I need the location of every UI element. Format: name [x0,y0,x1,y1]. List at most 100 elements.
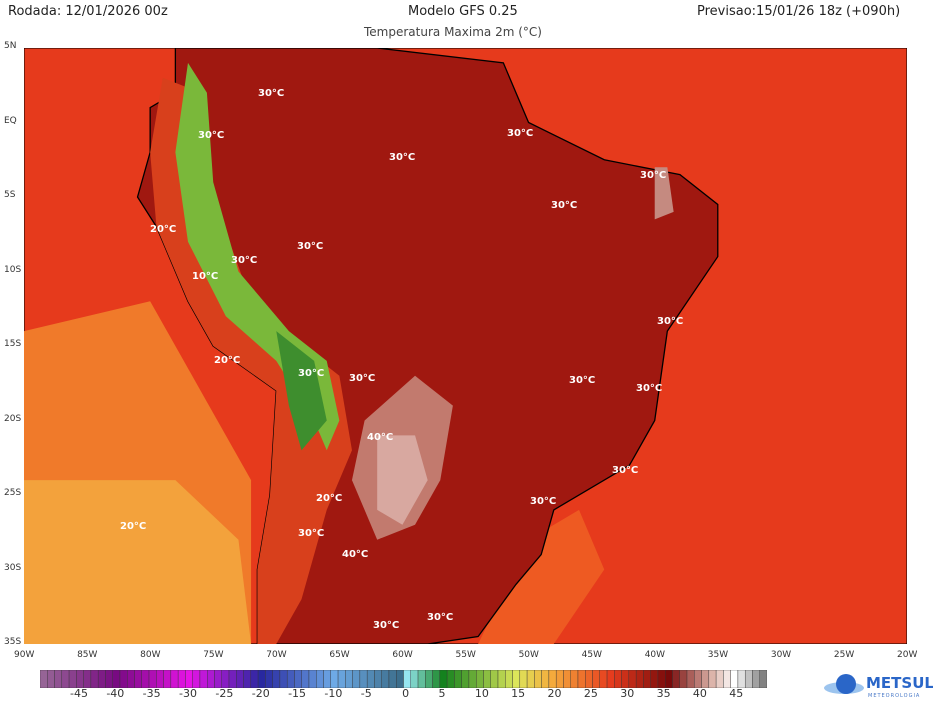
colorbar-cell [388,670,397,688]
contour-label: 20°C [150,224,177,235]
logo-name: METSUL [866,674,933,692]
contour-label: 30°C [657,316,684,327]
lat-tick: 20S [4,413,22,424]
colorbar-cell [330,670,339,688]
colorbar-label: 35 [656,687,671,700]
lat-tick: 30S [4,562,22,573]
colorbar-cell [563,670,571,688]
colorbar-cell [599,670,608,688]
colorbar-cell [192,670,201,688]
colorbar [40,670,767,688]
colorbar-cell [316,670,324,688]
contour-label: 30°C [373,620,400,631]
lon-tick: 25W [833,650,855,660]
contour-label: 30°C [640,170,667,181]
colorbar-cell [323,670,331,688]
colorbar-cell [294,670,302,688]
colorbar-cell [577,670,586,688]
colorbar-cell [425,670,433,688]
forecast-time: Previsao:15/01/26 18z (+090h) [697,4,901,19]
colorbar-cell [243,670,252,688]
colorbar-label: 40 [692,687,707,700]
colorbar-cell [47,670,55,688]
map-subtitle: Temperatura Maxima 2m (°C) [364,25,542,39]
colorbar-cell [308,670,317,688]
colorbar-cell [257,670,266,688]
atlantic-south-area [478,509,605,644]
colorbar-cell [592,670,600,688]
colorbar-cell [512,670,521,688]
lon-tick: 55W [455,650,476,660]
colorbar-cell [737,670,746,688]
colorbar-cell [221,670,230,688]
colorbar-cell [490,670,499,688]
lon-tick: 35W [707,650,729,660]
contour-label: 30°C [551,200,578,211]
colorbar-cell [410,670,419,688]
colorbar-cell [199,670,208,688]
colorbar-cell [112,670,121,688]
run-time: Rodada: 12/01/2026 00z [8,4,168,19]
colorbar-cell [614,670,622,688]
lat-tick: 10S [4,264,22,275]
contour-label: 40°C [367,432,394,443]
colorbar-cell [236,670,244,688]
colorbar-cell [643,670,651,688]
contour-label: 40°C [342,549,369,560]
colorbar-label: -5 [360,687,372,700]
colorbar-cell [207,670,215,688]
lon-tick: 85W [77,650,98,660]
colorbar-cell [374,670,382,688]
altiplano [276,331,327,451]
colorbar-label: 30 [620,687,635,700]
contour-label: 30°C [569,375,596,386]
colorbar-cell [650,670,659,688]
lat-tick: 5S [4,190,16,200]
contour-label: 30°C [612,465,639,476]
colorbar-cell [497,670,506,688]
colorbar-cell [177,670,186,688]
colorbar-cell [454,670,462,688]
lon-tick: 75W [203,650,224,660]
lon-tick: 40W [644,650,666,660]
colorbar-label: 5 [438,687,446,700]
colorbar-cell [279,670,288,688]
colorbar-cell [701,670,710,688]
colorbar-label: 45 [729,687,744,700]
lat-tick: 15S [4,339,22,349]
colorbar-cell [548,670,557,688]
colorbar-cell [134,670,142,688]
colorbar-cell [439,670,448,688]
contour-label: 30°C [297,241,324,252]
lon-tick: 20W [897,650,918,660]
colorbar-label: 10 [474,687,489,700]
contour-label: 30°C [530,496,557,507]
colorbar-cell [366,670,375,688]
colorbar-cell [483,670,491,688]
colorbar-cell [272,670,281,688]
contour-label: 30°C [507,128,534,139]
colorbar-cell [90,670,99,688]
colorbar-cell [570,670,579,688]
lat-tick: 35S [4,637,22,647]
colorbar-cell [555,670,564,688]
colorbar-label: -20 [251,687,270,700]
contour-label: 30°C [389,152,416,163]
colorbar-cell [54,670,63,688]
colorbar-cell [759,670,767,688]
colorbar-label: -30 [179,687,197,700]
colorbar-cell [163,670,172,688]
northeast-hot-area [654,167,674,220]
colorbar-cell [730,670,739,688]
colorbar-cell [679,670,688,688]
colorbar-cell [417,670,426,688]
model-name: Modelo GFS 0.25 [408,4,518,19]
lat-tick: 5N [4,41,17,51]
colorbar-label: 0 [402,687,410,700]
colorbar-cell [694,670,702,688]
colorbar-cell [686,670,695,688]
colorbar-cell [519,670,528,688]
colorbar-cell [156,670,164,688]
colorbar-cell [468,670,477,688]
lon-tick: 30W [770,650,792,660]
